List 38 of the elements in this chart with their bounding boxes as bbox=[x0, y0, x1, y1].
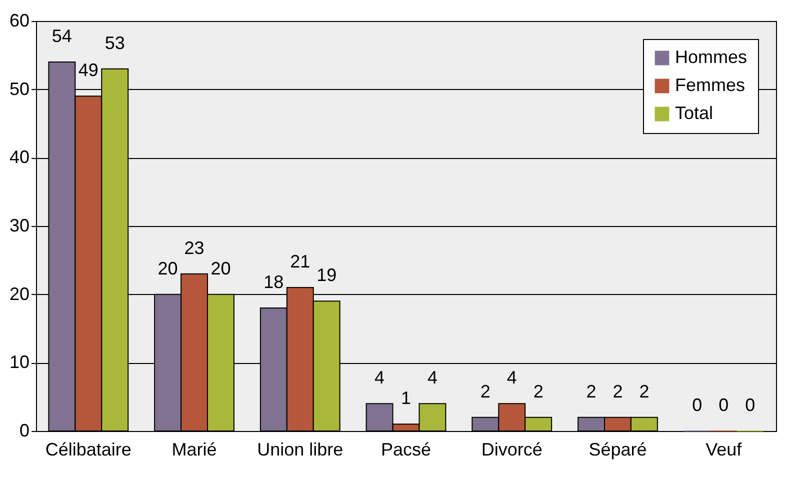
data-label: 2 bbox=[639, 381, 650, 402]
legend-label: Total bbox=[675, 103, 714, 123]
x-tick-label: Union libre bbox=[257, 440, 344, 460]
y-tick-label: 10 bbox=[9, 352, 30, 372]
data-label: 54 bbox=[52, 26, 72, 46]
data-label: 53 bbox=[104, 32, 125, 53]
y-tick-label: 30 bbox=[9, 216, 30, 236]
legend-label: Femmes bbox=[675, 75, 746, 95]
data-label: 18 bbox=[264, 272, 284, 292]
data-label: 0 bbox=[718, 395, 729, 415]
x-tick-label: Pacsé bbox=[380, 440, 432, 460]
data-label: 49 bbox=[78, 60, 98, 80]
y-tick-label: 40 bbox=[9, 147, 30, 168]
data-label: 4 bbox=[506, 368, 517, 388]
data-label: 20 bbox=[210, 258, 231, 278]
y-tick-label: 0 bbox=[19, 420, 30, 440]
data-label: 20 bbox=[158, 258, 178, 278]
x-tick-label: Séparé bbox=[588, 440, 647, 460]
y-tick-label: 50 bbox=[9, 78, 30, 99]
data-label: 2 bbox=[533, 381, 544, 402]
data-label: 1 bbox=[400, 388, 412, 408]
data-label: 4 bbox=[374, 368, 385, 388]
data-label: 2 bbox=[586, 381, 596, 402]
x-tick-label: Célibataire bbox=[45, 440, 132, 460]
x-tick-label: Veuf bbox=[706, 440, 743, 460]
legend-label: Hommes bbox=[675, 47, 748, 67]
data-label: 4 bbox=[427, 368, 438, 388]
data-label: 23 bbox=[184, 238, 204, 258]
y-tick-label: 60 bbox=[9, 10, 30, 30]
data-label: 2 bbox=[612, 381, 623, 402]
x-tick-label: Divorcé bbox=[481, 440, 542, 460]
y-tick-label: 20 bbox=[9, 284, 30, 304]
data-label: 19 bbox=[316, 265, 337, 286]
data-label: 0 bbox=[745, 395, 756, 415]
data-label: 2 bbox=[480, 381, 490, 402]
data-label: 21 bbox=[290, 252, 310, 272]
x-tick-label: Marié bbox=[172, 440, 217, 460]
data-label: 0 bbox=[692, 395, 702, 415]
